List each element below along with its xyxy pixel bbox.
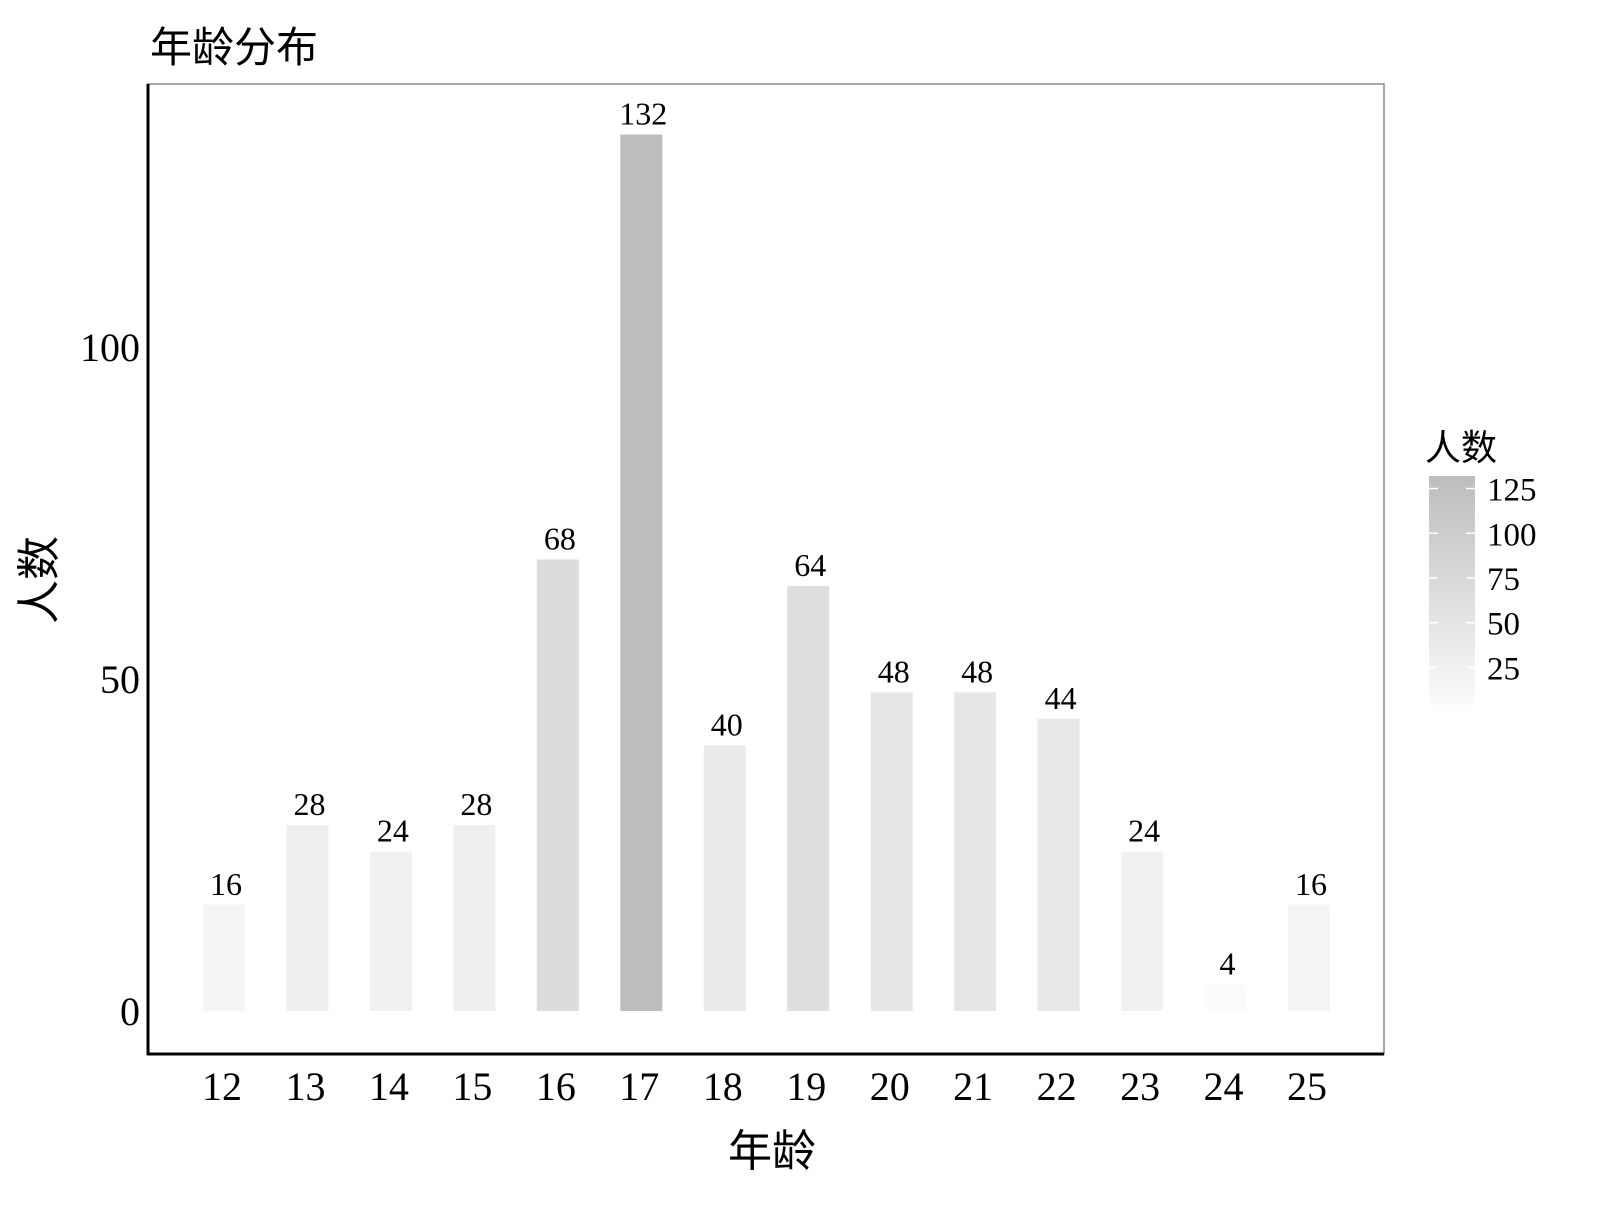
bar-16 (536, 559, 579, 1011)
y-tick-label-50: 50 (100, 657, 140, 702)
data-label-22: 44 (1045, 680, 1077, 716)
x-tick-label-16: 16 (536, 1064, 576, 1109)
data-label-13: 28 (293, 786, 325, 822)
data-label-25: 16 (1295, 866, 1327, 902)
x-tick-label-20: 20 (870, 1064, 910, 1109)
data-label-24: 4 (1220, 945, 1236, 981)
x-tick-label-17: 17 (619, 1064, 659, 1109)
bar-25 (1288, 904, 1330, 1011)
legend-title: 人数 (1425, 428, 1497, 468)
legend-tick-label-125: 125 (1487, 473, 1537, 509)
x-tick-label-13: 13 (285, 1064, 325, 1109)
bar-15 (453, 825, 496, 1011)
y-axis-title: 人数 (15, 536, 64, 624)
legend-colorbar (1429, 476, 1475, 705)
y-tick-label-0: 0 (120, 989, 140, 1034)
data-label-23: 24 (1128, 813, 1160, 849)
x-tick-label-21: 21 (953, 1064, 993, 1109)
bar-19 (787, 586, 830, 1011)
x-tick-label-24: 24 (1204, 1064, 1244, 1109)
data-label-21: 48 (961, 653, 993, 689)
bar-21 (954, 692, 997, 1011)
data-label-16: 68 (544, 520, 576, 556)
y-tick-label-100: 100 (80, 325, 140, 370)
x-tick-label-22: 22 (1037, 1064, 1077, 1109)
data-label-20: 48 (878, 653, 910, 689)
legend-tick-label-25: 25 (1487, 651, 1520, 687)
data-label-14: 24 (377, 813, 409, 849)
data-label-12: 16 (210, 866, 242, 902)
legend-tick-label-75: 75 (1487, 562, 1520, 598)
x-tick-label-23: 23 (1120, 1064, 1160, 1109)
bar-17 (620, 134, 663, 1011)
x-tick-label-14: 14 (369, 1064, 409, 1109)
plot-panel (147, 83, 1385, 1055)
bar-14 (369, 851, 412, 1011)
bar-20 (870, 692, 913, 1011)
data-label-19: 64 (794, 547, 826, 583)
x-tick-label-15: 15 (452, 1064, 492, 1109)
x-axis-title: 年龄 (728, 1127, 816, 1176)
bar-13 (286, 825, 329, 1011)
chart-title: 年龄分布 (150, 25, 318, 72)
x-tick-label-19: 19 (786, 1064, 826, 1109)
x-tick-label-18: 18 (703, 1064, 743, 1109)
bar-23 (1121, 851, 1164, 1011)
bar-18 (703, 745, 746, 1011)
data-label-18: 40 (711, 706, 743, 742)
data-label-17: 132 (619, 96, 667, 132)
legend-tick-label-100: 100 (1487, 517, 1537, 553)
bar-24 (1204, 984, 1247, 1011)
bar-22 (1037, 718, 1080, 1011)
x-tick-label-25: 25 (1287, 1064, 1327, 1109)
bar-12 (203, 904, 245, 1011)
legend-tick-label-50: 50 (1487, 607, 1520, 643)
x-tick-label-12: 12 (202, 1064, 242, 1109)
data-label-15: 28 (460, 786, 492, 822)
